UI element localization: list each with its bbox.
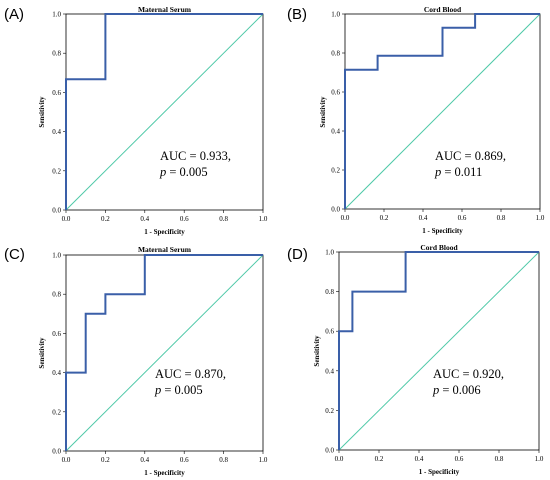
y-axis-label: Sensitivity [313, 335, 321, 367]
y-tick-label: 0.2 [331, 167, 340, 175]
p-symbol: p [159, 165, 166, 179]
x-tick-label: 0.6 [180, 456, 189, 464]
x-tick-label: 0.0 [335, 455, 344, 463]
roc-chart-c: Maternal Serum 1 - Specificity Sensitivi… [38, 245, 268, 477]
x-axis-label: 1 - Specificity [419, 468, 460, 476]
x-tick-label: 0.8 [219, 456, 228, 464]
roc-curve-line [65, 13, 263, 210]
p-value: = 0.005 [166, 165, 207, 179]
chart-title: Maternal Serum [138, 5, 192, 14]
p-value: = 0.006 [439, 383, 480, 397]
p-symbol: p [434, 165, 441, 179]
y-axis-label: Sensitivity [319, 96, 327, 128]
y-tick-label: 0.8 [331, 50, 340, 58]
x-tick-label: 0.2 [380, 214, 389, 222]
panel-a: (A) Maternal Serum 1 - Specificity Sensi… [0, 0, 275, 240]
y-tick-label: 0.6 [52, 89, 61, 97]
x-tick-label: 0.4 [140, 215, 149, 223]
x-tick-label: 0.4 [419, 214, 428, 222]
y-axis-label: Sensitivity [38, 96, 46, 128]
p-symbol: p [154, 383, 161, 397]
y-tick-label: 1.0 [331, 11, 340, 19]
y-tick-label: 0.0 [325, 447, 334, 455]
panel-label: (B) [287, 6, 307, 23]
panel-label: (C) [4, 246, 25, 263]
x-tick-label: 0.8 [497, 214, 506, 222]
y-tick-label: 0.0 [331, 206, 340, 214]
x-tick-label: 0.4 [415, 455, 424, 463]
y-tick-label: 0.4 [52, 369, 61, 377]
y-tick-label: 1.0 [325, 249, 334, 257]
x-tick-label: 1.0 [259, 215, 268, 223]
p-value-text: p = 0.011 [434, 165, 482, 179]
auc-text: AUC = 0.870, [155, 367, 226, 381]
x-tick-label: 0.6 [455, 455, 464, 463]
roc-curve-line [65, 254, 263, 451]
p-value-text: p = 0.005 [154, 383, 203, 397]
y-tick-label: 0.6 [331, 89, 340, 97]
roc-chart-b: Cord Blood 1 - Specificity Sensitivity A… [319, 5, 545, 235]
y-tick-label: 1.0 [52, 252, 61, 260]
y-tick-label: 0.6 [325, 328, 334, 336]
y-tick-label: 0.0 [52, 448, 61, 456]
x-axis-label: 1 - Specificity [144, 228, 185, 236]
x-tick-label: 1.0 [259, 456, 268, 464]
roc-curve-line [338, 251, 539, 450]
x-tick-label: 0.6 [180, 215, 189, 223]
p-value: = 0.005 [161, 383, 202, 397]
y-tick-label: 0.2 [52, 408, 61, 416]
x-tick-label: 0.8 [495, 455, 504, 463]
roc-curve-line [344, 13, 540, 209]
auc-text: AUC = 0.869, [435, 149, 506, 163]
panel-d: (D) Cord Blood 1 - Specificity Sensitivi… [275, 240, 550, 480]
y-tick-label: 0.2 [52, 167, 61, 175]
x-axis-label: 1 - Specificity [422, 227, 463, 235]
y-tick-label: 0.6 [52, 330, 61, 338]
y-tick-label: 0.4 [325, 367, 334, 375]
x-tick-label: 0.0 [62, 215, 71, 223]
x-tick-label: 0.2 [101, 456, 110, 464]
x-tick-label: 0.2 [375, 455, 384, 463]
chart-title: Cord Blood [420, 243, 458, 252]
auc-text: AUC = 0.933, [160, 149, 231, 163]
x-tick-label: 0.6 [458, 214, 467, 222]
x-tick-label: 1.0 [535, 455, 544, 463]
x-tick-label: 0.2 [101, 215, 110, 223]
panel-label: (D) [287, 246, 308, 263]
roc-chart-a: Maternal Serum 1 - Specificity Sensitivi… [38, 5, 268, 236]
y-tick-label: 1.0 [52, 11, 61, 19]
y-axis-label: Sensitivity [38, 337, 46, 369]
y-tick-label: 0.0 [52, 207, 61, 215]
reference-diagonal-line [338, 251, 540, 451]
reference-diagonal-line [65, 254, 264, 452]
x-tick-label: 0.4 [140, 456, 149, 464]
roc-chart-d: Cord Blood 1 - Specificity Sensitivity A… [313, 243, 544, 476]
reference-diagonal-line [65, 13, 264, 211]
chart-title: Cord Blood [424, 5, 462, 14]
p-value-text: p = 0.005 [159, 165, 208, 179]
y-tick-label: 0.2 [325, 407, 334, 415]
x-axis-label: 1 - Specificity [144, 469, 185, 477]
panel-b: (B) Cord Blood 1 - Specificity Sensitivi… [275, 0, 550, 240]
y-tick-label: 0.8 [52, 50, 61, 58]
chart-title: Maternal Serum [138, 245, 192, 254]
panel-c: (C) Maternal Serum 1 - Specificity Sensi… [0, 240, 275, 480]
y-tick-label: 0.4 [331, 128, 340, 136]
p-value: = 0.011 [441, 165, 482, 179]
x-tick-label: 0.0 [341, 214, 350, 222]
auc-text: AUC = 0.920, [433, 367, 504, 381]
y-tick-label: 0.4 [52, 128, 61, 136]
x-tick-label: 1.0 [536, 214, 545, 222]
x-tick-label: 0.0 [62, 456, 71, 464]
x-tick-label: 0.8 [219, 215, 228, 223]
panel-label: (A) [4, 6, 24, 23]
y-tick-label: 0.8 [325, 288, 334, 296]
y-tick-label: 0.8 [52, 291, 61, 299]
p-symbol: p [432, 383, 439, 397]
reference-diagonal-line [344, 13, 541, 210]
p-value-text: p = 0.006 [432, 383, 481, 397]
